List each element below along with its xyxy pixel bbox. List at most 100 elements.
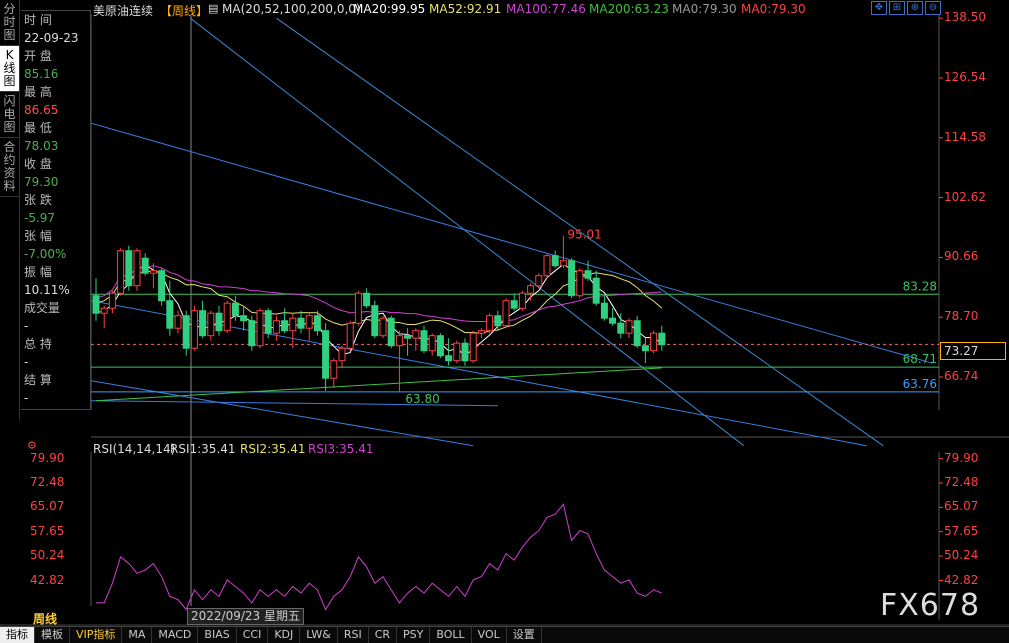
indicator-tab[interactable]: KDJ: [268, 627, 301, 643]
indicator-tab[interactable]: PSY: [397, 627, 431, 643]
rsi-tick-label: 50.24: [944, 548, 979, 563]
pct-label: 张 幅: [24, 229, 52, 243]
candle-body: [600, 302, 608, 319]
indicator-tab[interactable]: CR: [369, 627, 398, 643]
price-tick-label: 66.74: [944, 369, 979, 383]
indicator-tab[interactable]: RSI: [338, 627, 369, 643]
indicator-tab[interactable]: 设置: [507, 627, 542, 643]
rsi-tick-label-left: 65.07: [30, 499, 65, 514]
rsi-params: RSI(14,14,14): [93, 442, 176, 456]
rsi3-value: RSI3:35.41: [308, 442, 374, 456]
high-value: 86.65: [24, 103, 59, 117]
crosshair-icon[interactable]: ⊞: [889, 1, 905, 15]
candle-body: [289, 317, 297, 332]
level1-label: 83.28: [903, 279, 937, 293]
price-tick-label: 78.70: [944, 309, 979, 324]
tab-kline[interactable]: K线图: [0, 46, 19, 92]
rsi-tick-label-left: 50.24: [30, 548, 65, 563]
candle-body: [584, 270, 592, 279]
ma200-line: [95, 367, 662, 402]
indicator-tab[interactable]: BOLL: [430, 627, 472, 643]
candle-body: [322, 330, 330, 379]
candle-body: [576, 270, 584, 297]
candle-body: [100, 307, 108, 314]
candle-body: [207, 312, 215, 337]
rsi1-value: RSI1:35.41: [170, 442, 236, 456]
change-value: -5.97: [24, 211, 56, 225]
ma100-value: MA100:77.46: [506, 2, 586, 16]
zoom-in-icon[interactable]: ⊕: [907, 1, 923, 15]
indicator-tab[interactable]: VOL: [472, 627, 507, 643]
candle-body: [313, 315, 321, 332]
candle-body: [281, 320, 289, 332]
settle-value: -: [24, 391, 29, 405]
ma52-line: [95, 270, 663, 334]
rsi-panel: [96, 503, 662, 611]
candle-body: [650, 332, 658, 352]
amp-label: 振 幅: [24, 265, 52, 279]
candle-body: [182, 315, 190, 349]
tab-timeline[interactable]: 分时图: [0, 0, 19, 46]
indicator-tab[interactable]: LW&: [300, 627, 338, 643]
candle-body: [568, 260, 576, 297]
candle-body: [174, 315, 182, 329]
candle-body: [461, 342, 469, 362]
rsi-tick-label-left: 72.48: [30, 474, 65, 489]
ma-icon[interactable]: ▤: [208, 2, 219, 15]
indicator-tab[interactable]: MA: [122, 627, 153, 643]
candle-body: [166, 300, 174, 329]
crosshair-date: 2022/09/23 星期五: [187, 608, 304, 625]
candle-body: [494, 315, 502, 327]
high-label: 最 高: [24, 85, 52, 99]
watermark: FX678: [880, 588, 981, 623]
candle-body: [199, 310, 207, 337]
current-price-marker: 73.27: [940, 342, 1006, 360]
move-icon[interactable]: ✥: [871, 1, 887, 15]
candle-body: [379, 317, 387, 337]
candle-body: [330, 360, 338, 379]
symbol-title: 美原油连续: [93, 4, 154, 18]
period-label: 周线: [33, 612, 58, 626]
candle-body: [592, 277, 600, 304]
candle-body: [535, 275, 543, 287]
candle-body: [363, 292, 371, 307]
ma200-value: MA200:63.23: [589, 2, 669, 16]
rsi2-value: RSI2:35.41: [240, 442, 306, 456]
period-tag: 【周线】: [160, 4, 209, 18]
ma0a-value: MA0:79.30: [672, 2, 737, 16]
trend-lines: [90, 17, 939, 447]
candle-body: [633, 320, 641, 347]
zoom-out-icon[interactable]: ⊖: [925, 1, 941, 15]
candle-body: [395, 335, 403, 347]
candle-body: [543, 255, 551, 277]
indicator-tab[interactable]: BIAS: [198, 627, 237, 643]
trend-line-steep-2: [276, 17, 884, 447]
tab-contract-info[interactable]: 合约资料: [0, 138, 19, 197]
indicator-tab[interactable]: CCI: [237, 627, 269, 643]
candle-body: [609, 317, 617, 324]
window-controls: ✥ ⊞ ⊕ ⊖: [871, 1, 941, 15]
indicator-settings-icon[interactable]: ⚙: [27, 439, 37, 452]
candle-body: [158, 270, 166, 302]
time-value: 22-09-23: [24, 31, 79, 45]
candle-body: [617, 322, 625, 334]
candle-body: [272, 320, 280, 334]
candle-body: [559, 260, 567, 267]
rsi-tick-label: 79.90: [944, 450, 979, 465]
moving-averages: [95, 263, 663, 402]
candle-body: [215, 312, 223, 332]
rsi-tick-label: 57.65: [944, 523, 979, 538]
ma20-line: [95, 263, 663, 356]
indicator-tab[interactable]: 模板: [35, 627, 70, 643]
tab-flash[interactable]: 闪电图: [0, 92, 19, 138]
indicator-tab[interactable]: VIP指标: [70, 627, 123, 643]
indicator-tab[interactable]: MACD: [152, 627, 199, 643]
indicator-tab[interactable]: 指标: [0, 627, 35, 643]
candle-body: [92, 295, 100, 314]
candle-body: [305, 315, 313, 329]
price-tick-label: 90.66: [944, 249, 979, 264]
candle-body: [117, 250, 125, 294]
close-value: 79.30: [24, 175, 59, 189]
candle-body: [354, 292, 362, 324]
